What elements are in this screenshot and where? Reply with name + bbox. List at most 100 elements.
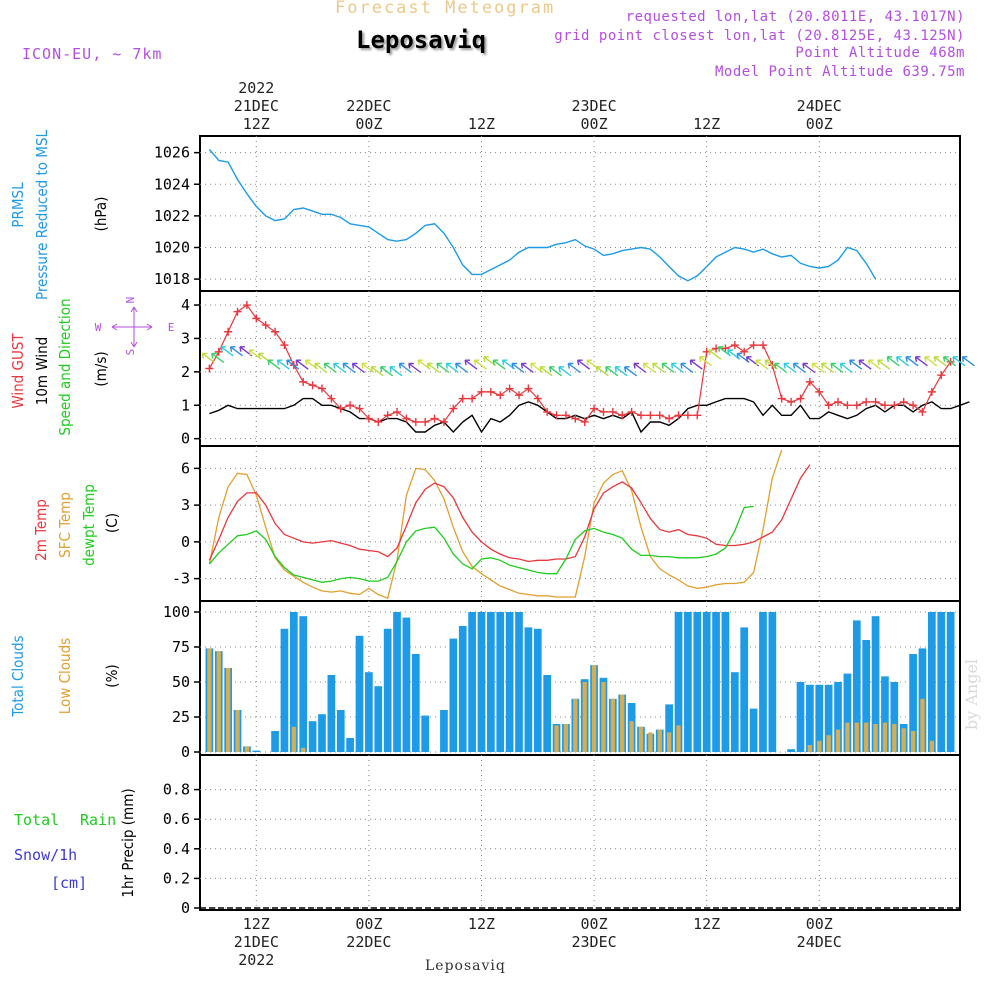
total-clouds-bar	[871, 616, 880, 752]
gust-marker	[590, 404, 599, 413]
wind-direction-arrow	[351, 362, 365, 374]
low-clouds-bar	[817, 740, 822, 752]
wind-direction-arrow	[436, 362, 450, 374]
gust-marker	[740, 347, 749, 356]
wind-direction-arrow	[849, 359, 863, 370]
wind-direction-arrow	[774, 362, 788, 374]
low-clouds-bar	[807, 745, 813, 752]
label-sfc-temp: SFC Temp	[56, 492, 74, 558]
total-clouds-bar	[533, 628, 542, 752]
label-c: (C)	[103, 513, 121, 533]
label-total-clouds: Total Clouds	[9, 635, 27, 717]
y-tick-label: 0.2	[163, 869, 190, 887]
y-tick-label: 3	[181, 496, 190, 514]
total-clouds-bar	[815, 684, 824, 752]
total-clouds-bar	[749, 708, 758, 752]
wind-direction-arrow	[314, 362, 328, 374]
y-tick-label: 0	[181, 533, 190, 551]
wind-direction-arrow	[839, 362, 853, 374]
gust-marker	[308, 381, 317, 390]
label-wind-gust: Wind GUST	[9, 333, 27, 409]
total-clouds-bar	[252, 750, 261, 752]
gust-marker	[787, 397, 796, 406]
total-clouds-bar	[524, 627, 533, 752]
wind-direction-arrow	[614, 366, 628, 377]
gust-marker	[927, 387, 936, 396]
gust-marker	[233, 307, 242, 316]
wind-direction-arrow	[623, 366, 638, 377]
total-clouds-bar	[468, 612, 476, 752]
gust-marker	[355, 404, 364, 413]
total-clouds-bar	[505, 612, 514, 752]
compass-west: W	[95, 321, 102, 334]
total-clouds-bar	[890, 682, 899, 752]
low-clouds-bar	[620, 694, 625, 752]
wind-direction-arrow	[464, 359, 478, 370]
compass-rose-icon	[111, 306, 153, 348]
total-clouds-bar	[374, 686, 383, 752]
gust-marker	[543, 407, 552, 416]
low-clouds-bar	[920, 698, 925, 752]
total-clouds-bar	[852, 620, 861, 752]
gust-marker	[580, 417, 589, 426]
total-clouds-bar	[824, 684, 833, 752]
gust-marker	[796, 394, 805, 403]
total-clouds-bar	[693, 612, 702, 752]
bottom-time-label: 23DEC	[571, 933, 616, 951]
gust-marker	[571, 414, 580, 423]
label-10m-wind: 10m Wind	[33, 337, 51, 406]
bottom-time-label: 00Z	[355, 915, 382, 933]
top-time-label: 00Z	[806, 115, 833, 133]
wind-direction-arrow	[830, 362, 844, 374]
low-clouds-bar	[207, 648, 212, 752]
bottom-time-label: 2022	[238, 951, 274, 969]
wind-direction-arrow	[896, 356, 910, 367]
top-time-label: 00Z	[581, 115, 608, 133]
wind-direction-arrow	[652, 362, 666, 374]
y-tick-label: 0	[181, 743, 190, 761]
top-time-label: 12Z	[243, 115, 270, 133]
wind-direction-arrow	[389, 366, 403, 377]
total-clouds-bar	[712, 612, 720, 752]
label-rain: Rain	[80, 811, 116, 829]
total-clouds-bar	[946, 612, 955, 752]
wind-direction-arrow	[802, 362, 816, 374]
model-point-altitude: Model Point Altitude 639.75m	[714, 64, 965, 80]
wind-direction-arrow	[708, 349, 722, 360]
gust-marker	[449, 404, 458, 413]
total-clouds-bar	[674, 612, 683, 752]
gust-marker	[655, 411, 664, 420]
wind-direction-arrow	[473, 359, 487, 370]
total-clouds-bar	[271, 731, 279, 752]
label-low-clouds: Low Clouds	[56, 638, 74, 714]
total-clouds-bar	[299, 616, 308, 752]
total-clouds-bar	[289, 612, 298, 752]
low-clouds-bar	[873, 724, 878, 752]
low-clouds-bar	[610, 698, 615, 752]
low-clouds-bar	[864, 722, 869, 752]
gust-marker	[627, 407, 636, 416]
total-clouds-bar	[909, 654, 917, 752]
wind-direction-arrow	[201, 352, 215, 364]
point-altitude: Point Altitude 468m	[795, 45, 965, 61]
gust-marker	[411, 417, 420, 426]
total-clouds-bar	[787, 749, 795, 752]
gust-marker	[402, 414, 411, 423]
gust-marker	[599, 407, 608, 416]
panel-frame-4	[199, 754, 961, 911]
wind-direction-arrow	[698, 356, 713, 367]
gust-marker	[646, 411, 655, 420]
gust-marker	[383, 411, 392, 420]
total-clouds-bar	[318, 714, 326, 752]
requested-location: requested lon,lat (20.8011E, 43.1017N)	[625, 9, 965, 25]
gust-marker	[824, 401, 833, 410]
gust-marker	[486, 387, 495, 396]
total-clouds-bar	[365, 672, 373, 752]
total-clouds-bar	[721, 612, 730, 752]
gust-marker	[205, 364, 214, 373]
gust-marker	[496, 391, 505, 400]
wind-direction-arrow	[333, 362, 347, 374]
bottom-time-label: 12Z	[693, 915, 720, 933]
footer-station-label: Leposaviq	[425, 958, 506, 974]
total-clouds-bar	[308, 721, 317, 752]
